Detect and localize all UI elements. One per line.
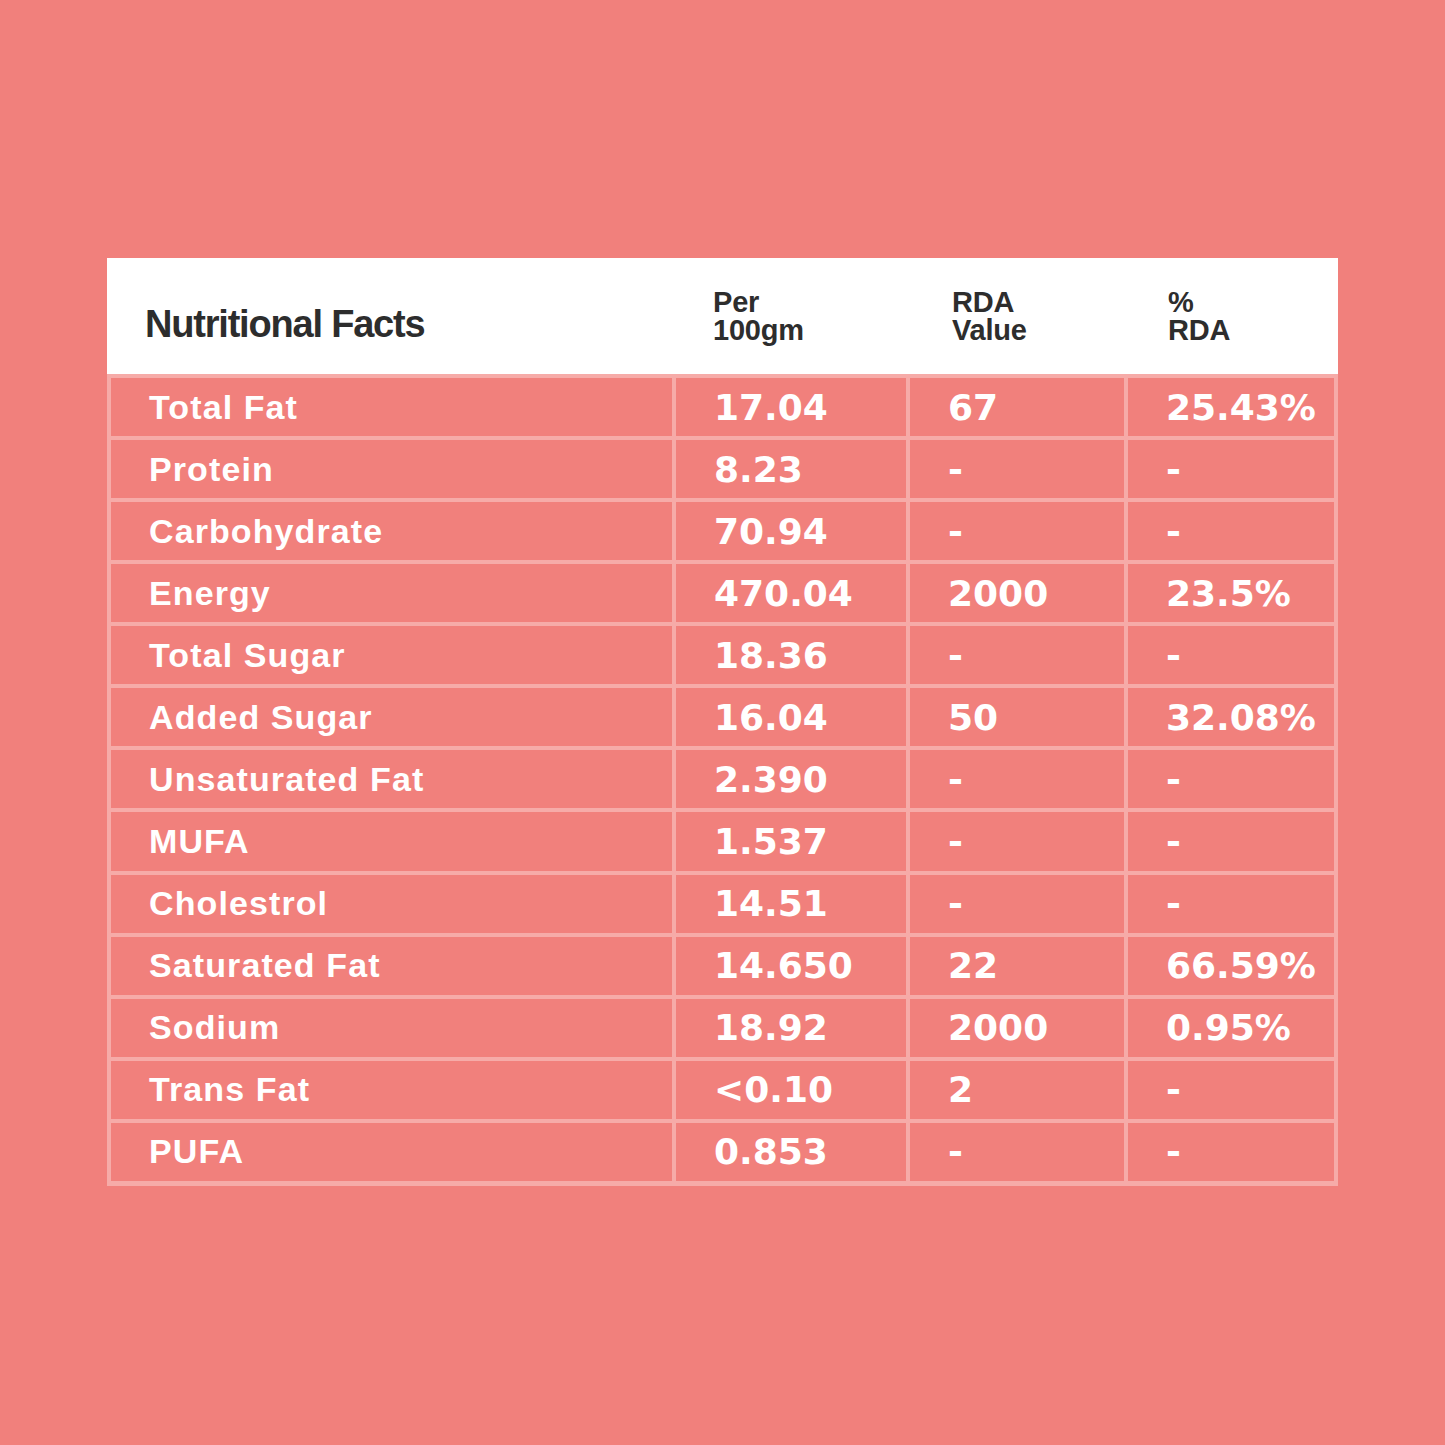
row-percent-rda-value: 25.43% [1128,378,1334,436]
row-label: Carbohydrate [111,502,672,560]
row-rda-value: - [910,812,1124,870]
row-label: Trans Fat [111,1061,672,1119]
row-percent-rda-value: - [1128,440,1334,498]
row-percent-rda-value: - [1128,812,1334,870]
row-per-100gm-value: 470.04 [676,564,906,622]
row-per-100gm-value: 18.92 [676,999,906,1057]
row-label: Added Sugar [111,688,672,746]
column-header-percent-rda: %RDA [1130,288,1338,344]
row-label: Cholestrol [111,875,672,933]
row-percent-rda-value: - [1128,1123,1334,1181]
row-percent-rda-value: 32.08% [1128,688,1334,746]
row-rda-value: - [910,1123,1124,1181]
row-rda-value: - [910,502,1124,560]
row-per-100gm-value: 14.650 [676,937,906,995]
row-percent-rda-value: 23.5% [1128,564,1334,622]
table-body: Total Fat 17.04 67 25.43% Protein 8.23 -… [107,374,1338,1186]
row-percent-rda-value: - [1128,502,1334,560]
nutrition-facts-table: Nutritional Facts Per100gm RDAValue %RDA… [107,258,1338,1186]
row-rda-value: - [910,750,1124,808]
row-label: Total Fat [111,378,672,436]
row-percent-rda-value: 0.95% [1128,999,1334,1057]
row-per-100gm-value: 70.94 [676,502,906,560]
row-per-100gm-value: 17.04 [676,378,906,436]
column-header-per-100gm: Per100gm [675,288,914,344]
row-percent-rda-value: - [1128,1061,1334,1119]
row-rda-value: 67 [910,378,1124,436]
row-label: Unsaturated Fat [111,750,672,808]
row-rda-value: 2000 [910,999,1124,1057]
row-percent-rda-value: 66.59% [1128,937,1334,995]
row-rda-value: - [910,440,1124,498]
row-rda-value: 22 [910,937,1124,995]
row-label: Total Sugar [111,626,672,684]
row-per-100gm-value: 0.853 [676,1123,906,1181]
row-rda-value: - [910,875,1124,933]
row-rda-value: 50 [910,688,1124,746]
row-rda-value: 2 [910,1061,1124,1119]
row-label: Energy [111,564,672,622]
row-percent-rda-value: - [1128,626,1334,684]
row-label: Saturated Fat [111,937,672,995]
row-per-100gm-value: 14.51 [676,875,906,933]
row-label: Sodium [111,999,672,1057]
column-header-rda-value: RDAValue [914,288,1130,344]
row-per-100gm-value: 18.36 [676,626,906,684]
row-label: Protein [111,440,672,498]
row-per-100gm-value: 16.04 [676,688,906,746]
row-per-100gm-value: 1.537 [676,812,906,870]
row-rda-value: 2000 [910,564,1124,622]
table-header: Nutritional Facts Per100gm RDAValue %RDA [107,258,1338,374]
row-percent-rda-value: - [1128,750,1334,808]
row-per-100gm-value: 8.23 [676,440,906,498]
row-label: MUFA [111,812,672,870]
row-per-100gm-value: <0.10 [676,1061,906,1119]
row-per-100gm-value: 2.390 [676,750,906,808]
row-percent-rda-value: - [1128,875,1334,933]
table-title: Nutritional Facts [107,303,675,346]
row-rda-value: - [910,626,1124,684]
row-label: PUFA [111,1123,672,1181]
